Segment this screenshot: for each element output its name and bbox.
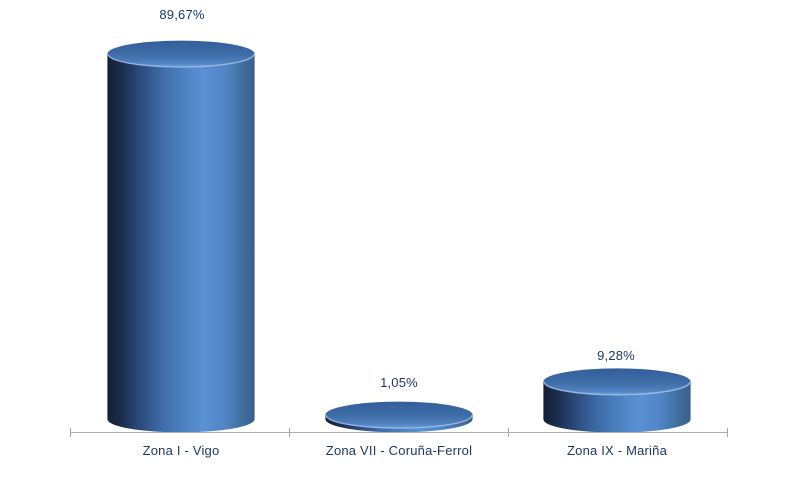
data-label: 9,28% (597, 348, 635, 363)
cylinder-bar (325, 401, 473, 433)
x-axis-tick (508, 428, 509, 437)
x-axis-line (70, 432, 728, 433)
category-axis-label: Zona VII - Coruña-Ferrol (325, 443, 473, 458)
cylinder-bar (543, 368, 691, 433)
cylinder-bar (107, 40, 255, 433)
category-axis-label: Zona I - Vigo (142, 443, 220, 458)
x-axis-tick (727, 428, 728, 437)
data-label: 1,05% (380, 375, 418, 390)
x-axis-tick (289, 428, 290, 437)
data-label: 89,67% (159, 7, 205, 22)
category-axis-label: Zona IX - Mariña (566, 443, 668, 458)
x-axis-tick (70, 428, 71, 437)
